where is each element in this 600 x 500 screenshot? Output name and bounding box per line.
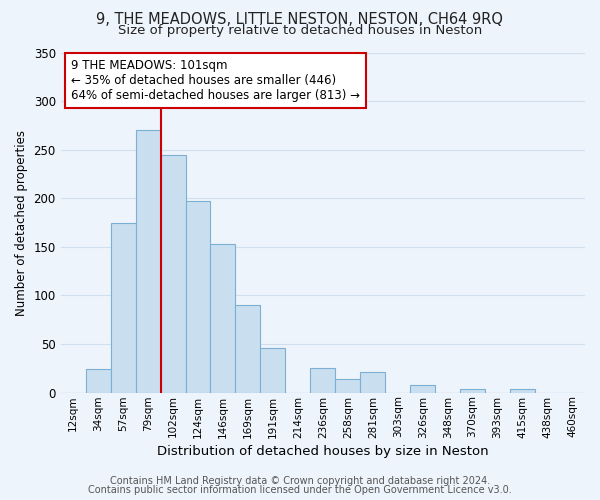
Text: Size of property relative to detached houses in Neston: Size of property relative to detached ho… <box>118 24 482 37</box>
Text: 9 THE MEADOWS: 101sqm
← 35% of detached houses are smaller (446)
64% of semi-det: 9 THE MEADOWS: 101sqm ← 35% of detached … <box>71 60 360 102</box>
Bar <box>235 305 260 392</box>
Bar <box>510 389 535 392</box>
Bar <box>310 368 335 392</box>
Bar <box>136 130 161 392</box>
Bar <box>335 379 360 392</box>
Bar <box>460 389 485 392</box>
Text: Contains HM Land Registry data © Crown copyright and database right 2024.: Contains HM Land Registry data © Crown c… <box>110 476 490 486</box>
Text: Contains public sector information licensed under the Open Government Licence v3: Contains public sector information licen… <box>88 485 512 495</box>
Y-axis label: Number of detached properties: Number of detached properties <box>15 130 28 316</box>
Bar <box>360 372 385 392</box>
Bar <box>185 201 211 392</box>
Bar <box>86 370 110 392</box>
Bar <box>410 385 435 392</box>
Bar <box>211 244 235 392</box>
X-axis label: Distribution of detached houses by size in Neston: Distribution of detached houses by size … <box>157 444 488 458</box>
Bar <box>161 154 185 392</box>
Bar <box>260 348 286 393</box>
Bar <box>110 222 136 392</box>
Text: 9, THE MEADOWS, LITTLE NESTON, NESTON, CH64 9RQ: 9, THE MEADOWS, LITTLE NESTON, NESTON, C… <box>97 12 503 28</box>
